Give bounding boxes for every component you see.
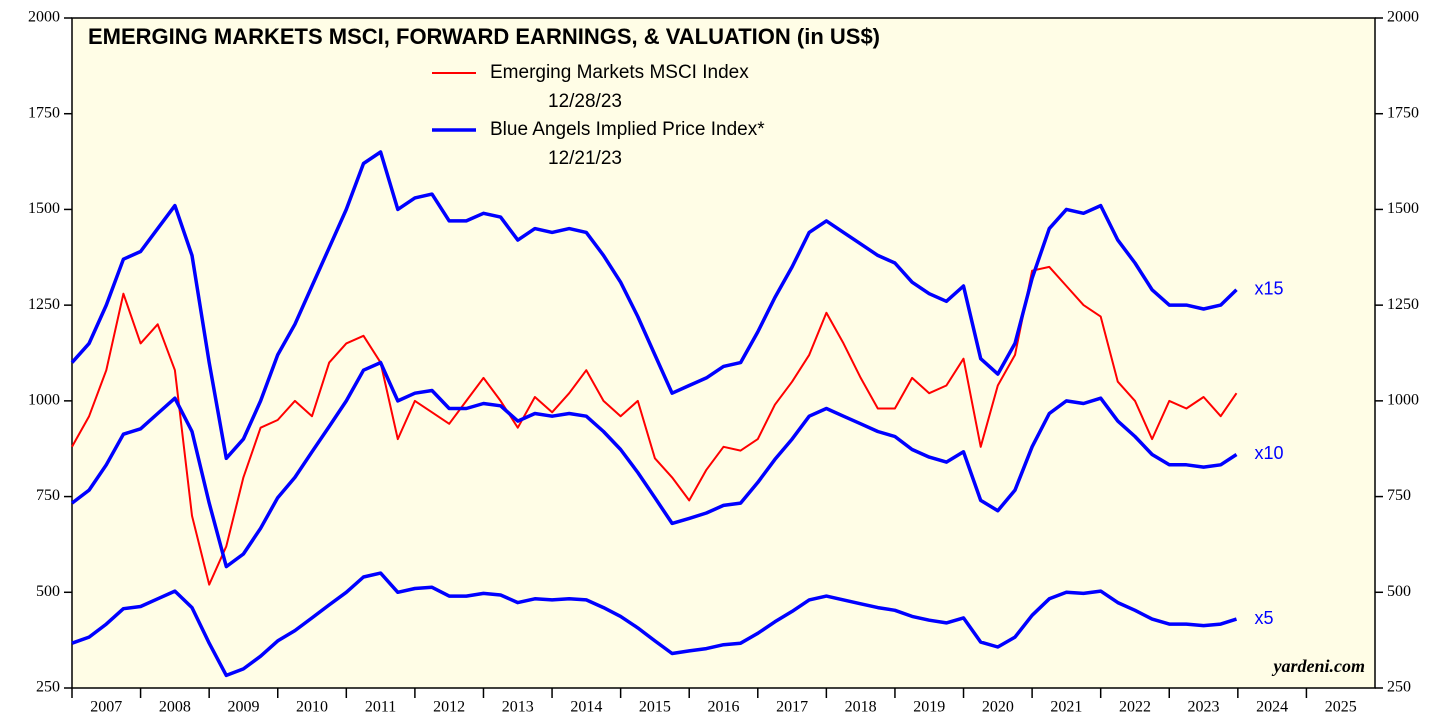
legend-date: 12/28/23 <box>548 91 622 112</box>
x-tick-label: 2013 <box>502 699 534 716</box>
y-tick-label: 250 <box>36 679 60 696</box>
y-tick-label: 750 <box>36 487 60 504</box>
y2-tick-label: 1750 <box>1387 104 1419 121</box>
y-tick-label: 500 <box>36 583 60 600</box>
y-tick-label: 2000 <box>28 9 60 26</box>
x-tick-label: 2007 <box>90 699 122 716</box>
x-tick-label: 2023 <box>1188 699 1220 716</box>
series-line <box>71 571 1238 678</box>
y-tick-label: 1000 <box>28 392 60 409</box>
y-tick-label: 1750 <box>28 104 60 121</box>
legend-label: Emerging Markets MSCI Index <box>490 62 749 83</box>
x-tick-label: 2022 <box>1119 699 1151 716</box>
series-line <box>71 265 1238 586</box>
line-end-label: x5 <box>1254 608 1273 628</box>
x-tick-label: 2008 <box>159 699 191 716</box>
y2-tick-label: 2000 <box>1387 9 1419 26</box>
y-tick-label: 1250 <box>28 296 60 313</box>
y2-tick-label: 1500 <box>1387 200 1419 217</box>
y2-tick-label: 1250 <box>1387 296 1419 313</box>
source: yardeni.com <box>1272 656 1366 676</box>
x-tick-label: 2017 <box>776 699 808 716</box>
series-line <box>70 360 1238 569</box>
chart-title: EMERGING MARKETS MSCI, FORWARD EARNINGS,… <box>88 24 880 49</box>
series-line <box>70 150 1238 461</box>
x-tick-label: 2010 <box>296 699 328 716</box>
x-tick-label: 2016 <box>708 699 740 716</box>
plot-area <box>71 17 1376 689</box>
x-tick-label: 2020 <box>982 699 1014 716</box>
x-tick-label: 2018 <box>845 699 877 716</box>
y2-tick-label: 750 <box>1387 487 1411 504</box>
x-tick-label: 2011 <box>365 699 396 716</box>
y-tick-label: 1500 <box>28 200 60 217</box>
x-tick-label: 2021 <box>1050 699 1082 716</box>
legend-date: 12/21/23 <box>548 148 622 169</box>
line-end-label: x15 <box>1254 279 1283 299</box>
x-tick-label: 2012 <box>433 699 465 716</box>
x-tick-label: 2009 <box>227 699 259 716</box>
x-tick-label: 2014 <box>570 699 602 716</box>
x-tick-label: 2025 <box>1325 699 1357 716</box>
x-tick-label: 2019 <box>913 699 945 716</box>
legend-label: Blue Angels Implied Price Index* <box>490 119 765 140</box>
y2-tick-label: 500 <box>1387 583 1411 600</box>
y2-tick-label: 1000 <box>1387 392 1419 409</box>
y2-tick-label: 250 <box>1387 679 1411 696</box>
line-end-label: x10 <box>1254 443 1283 463</box>
x-tick-label: 2024 <box>1256 699 1288 716</box>
x-tick-label: 2015 <box>639 699 671 716</box>
